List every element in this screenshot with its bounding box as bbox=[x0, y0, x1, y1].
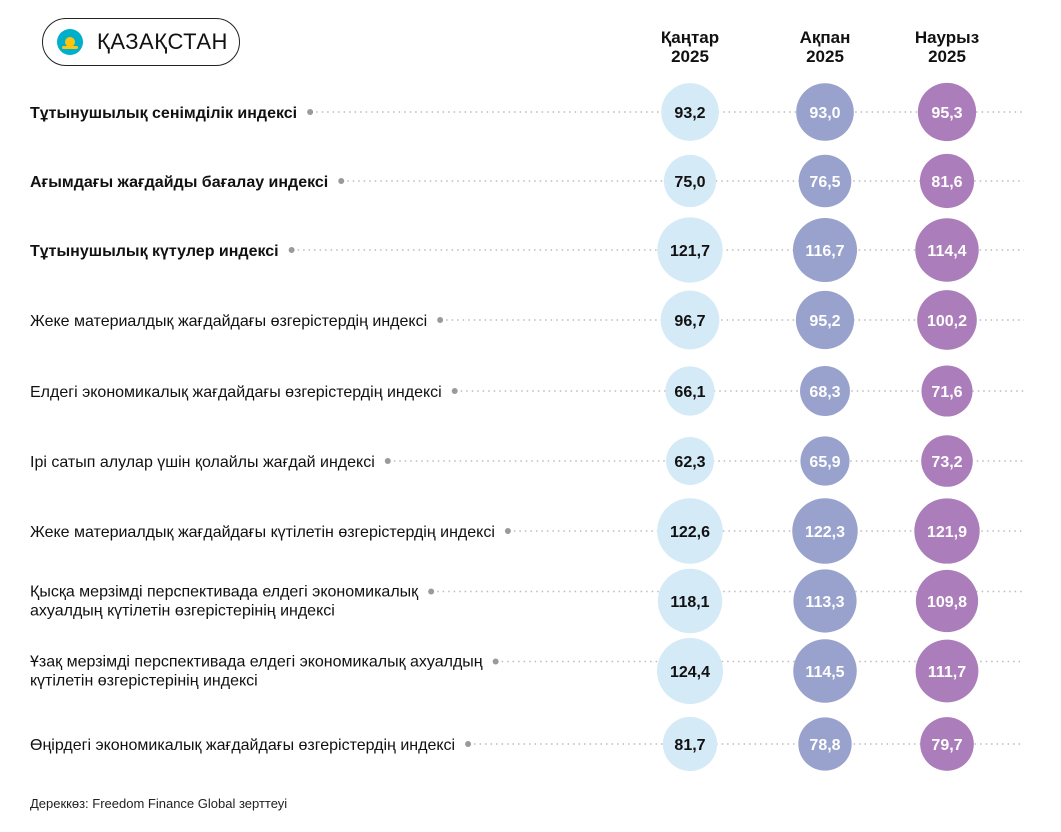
value-label-feb: 68,3 bbox=[809, 384, 840, 401]
bubble-mar bbox=[920, 717, 974, 771]
bubble-mar bbox=[921, 435, 973, 487]
value-label-feb: 116,7 bbox=[805, 243, 844, 260]
bubble-mar bbox=[921, 365, 973, 417]
value-label-jan: 122,6 bbox=[670, 524, 710, 541]
bubble-feb bbox=[800, 436, 850, 486]
bubble-jan bbox=[662, 716, 718, 772]
row-label: Елдегі экономикалық жағдайдағы өзгерісте… bbox=[30, 384, 442, 401]
column-header-mar: Наурыз 2025 bbox=[914, 28, 980, 66]
bubble-feb bbox=[792, 217, 858, 283]
column-header-jan: Қаңтар 2025 bbox=[660, 28, 720, 66]
leader-dot bbox=[288, 247, 295, 253]
value-label-mar: 109,8 bbox=[927, 594, 967, 611]
bubble-jan bbox=[666, 437, 714, 485]
bubble-jan bbox=[660, 290, 720, 350]
bubble-feb bbox=[796, 83, 854, 141]
value-label-jan: 81,7 bbox=[674, 737, 705, 754]
leader-dot bbox=[504, 528, 511, 534]
country-name: ҚАЗАҚСТАН bbox=[97, 29, 228, 54]
bubble-feb bbox=[795, 290, 855, 350]
value-label-mar: 121,9 bbox=[927, 524, 967, 541]
source-note: Дереккөз: Freedom Finance Global зерттеу… bbox=[30, 796, 288, 811]
row-label: Өңірдегі экономикалық жағдайдағы өзгеріс… bbox=[30, 737, 455, 754]
value-label-jan: 93,2 bbox=[674, 105, 705, 122]
value-label-mar: 71,6 bbox=[931, 384, 962, 401]
bubble-mar bbox=[917, 290, 977, 350]
column-header-feb: Ақпан 2025 bbox=[799, 28, 851, 66]
value-label-feb: 93,0 bbox=[809, 105, 840, 122]
bubble-jan bbox=[657, 638, 723, 704]
bubble-mar bbox=[915, 569, 979, 633]
value-label-feb: 113,3 bbox=[805, 594, 844, 611]
country-badge: ҚАЗАҚСТАН bbox=[42, 18, 240, 66]
bubble-jan bbox=[661, 83, 719, 141]
leader-dot bbox=[437, 317, 444, 323]
row-label: ахуалдың күтілетін өзгерістерінің индекс… bbox=[30, 603, 335, 620]
value-label-feb: 65,9 bbox=[809, 454, 840, 471]
value-label-jan: 118,1 bbox=[670, 594, 709, 611]
leader-dot bbox=[338, 178, 345, 184]
bubble-jan bbox=[665, 366, 715, 416]
bubble-mar bbox=[915, 218, 979, 282]
bubble-mar bbox=[917, 82, 977, 142]
leader-dot bbox=[492, 658, 499, 665]
bubble-jan bbox=[657, 498, 723, 564]
bubble-feb bbox=[792, 498, 858, 564]
row-label: күтілетін өзгерістерінің индексі bbox=[30, 673, 258, 690]
row-label: Қысқа мерзімді перспективада елдегі экон… bbox=[30, 584, 419, 601]
bubble-mar bbox=[914, 498, 980, 564]
row-label: Жеке материалдық жағдайдағы өзгерістерді… bbox=[30, 313, 427, 330]
bubble-feb bbox=[800, 366, 850, 416]
value-label-mar: 81,6 bbox=[931, 174, 962, 191]
bubble-mar bbox=[919, 153, 975, 209]
leader-dot bbox=[428, 588, 435, 595]
value-label-feb: 78,8 bbox=[809, 737, 840, 754]
value-label-mar: 79,7 bbox=[931, 737, 962, 754]
bubble-mar bbox=[915, 639, 979, 703]
bubble-feb bbox=[798, 717, 852, 771]
bubble-jan bbox=[657, 217, 723, 283]
value-label-mar: 73,2 bbox=[931, 454, 962, 471]
row-label: Ірі сатып алулар үшін қолайлы жағдай инд… bbox=[30, 454, 375, 471]
value-label-jan: 121,7 bbox=[670, 243, 710, 260]
value-label-feb: 114,5 bbox=[805, 664, 844, 681]
value-label-jan: 75,0 bbox=[674, 174, 705, 191]
value-label-mar: 114,4 bbox=[927, 243, 966, 260]
value-label-mar: 95,3 bbox=[931, 105, 962, 122]
bubble-jan bbox=[657, 568, 723, 634]
row-label: Ағымдағы жағдайды бағалау индексі bbox=[30, 174, 328, 191]
value-label-mar: 111,7 bbox=[928, 664, 966, 681]
row-label: Тұтынушылық күтулер индексі bbox=[30, 243, 279, 260]
value-label-jan: 62,3 bbox=[674, 454, 705, 471]
leader-dot bbox=[451, 388, 458, 394]
kazakhstan-flag-icon bbox=[57, 29, 83, 55]
row-label: Жеке материалдық жағдайдағы күтілетін өз… bbox=[30, 524, 495, 541]
bubble-jan bbox=[663, 154, 717, 208]
value-label-feb: 76,5 bbox=[809, 174, 840, 191]
bubble-feb bbox=[793, 569, 857, 633]
leader-dot bbox=[307, 109, 314, 115]
bubble-feb bbox=[798, 154, 852, 208]
value-label-jan: 96,7 bbox=[674, 313, 705, 330]
value-label-feb: 95,2 bbox=[809, 313, 840, 330]
leader-dot bbox=[465, 741, 472, 747]
value-label-jan: 66,1 bbox=[674, 384, 705, 401]
row-label: Ұзақ мерзімді перспективада елдегі эконо… bbox=[30, 654, 483, 671]
leader-dot bbox=[384, 458, 391, 464]
value-label-mar: 100,2 bbox=[927, 313, 967, 330]
value-label-jan: 124,4 bbox=[670, 664, 710, 681]
bubble-feb bbox=[793, 639, 857, 703]
row-label: Тұтынушылық сенімділік индексі bbox=[30, 105, 297, 122]
value-label-feb: 122,3 bbox=[805, 524, 845, 541]
